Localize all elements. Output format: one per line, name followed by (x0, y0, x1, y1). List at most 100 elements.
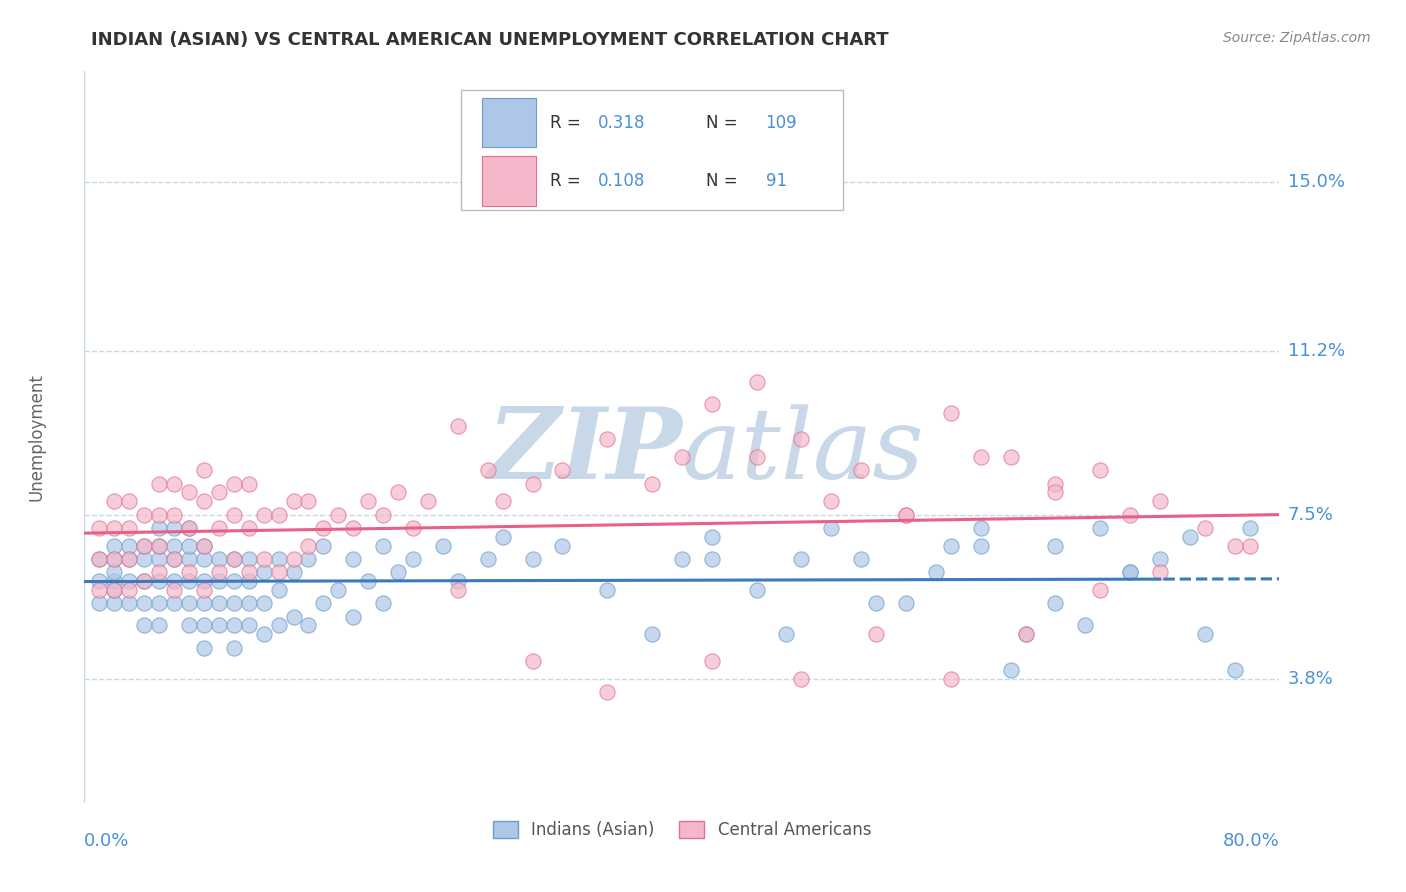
Point (103, 582, 125, 597)
Text: 0.0%: 0.0% (84, 832, 129, 850)
Point (1119, 508, 1142, 522)
Point (522, 654, 544, 668)
Point (222, 640, 245, 655)
Point (193, 494, 215, 508)
Point (148, 574, 170, 589)
Point (132, 539, 156, 553)
Point (163, 582, 186, 597)
Text: Unemployment: Unemployment (28, 373, 45, 501)
Point (1090, 463, 1112, 477)
Point (103, 574, 125, 589)
Text: 7.5%: 7.5% (1288, 506, 1334, 524)
Point (267, 618, 290, 632)
Point (103, 566, 125, 580)
Point (193, 596, 215, 610)
Point (148, 552, 170, 566)
Point (89, 521, 111, 535)
Point (357, 574, 380, 589)
Text: 0.108: 0.108 (599, 172, 645, 190)
Point (193, 640, 215, 655)
Point (208, 566, 231, 580)
Point (283, 566, 305, 580)
Point (193, 618, 215, 632)
Text: N =: N = (706, 172, 742, 190)
Point (1014, 627, 1036, 641)
Point (103, 582, 125, 597)
Point (790, 672, 813, 686)
Point (103, 539, 125, 553)
Point (1045, 539, 1067, 553)
Point (970, 521, 993, 535)
Point (297, 552, 319, 566)
Point (177, 566, 200, 580)
Point (1074, 618, 1097, 632)
Point (89, 596, 111, 610)
Point (103, 521, 125, 535)
Point (177, 552, 200, 566)
Point (238, 521, 260, 535)
Point (790, 432, 813, 446)
Point (132, 574, 156, 589)
Point (596, 432, 619, 446)
Point (118, 539, 141, 553)
Point (745, 582, 768, 597)
Point (865, 596, 887, 610)
Text: atlas: atlas (682, 404, 925, 500)
Point (1178, 530, 1201, 544)
Point (267, 582, 290, 597)
Point (118, 521, 141, 535)
Point (700, 397, 723, 411)
Text: 11.2%: 11.2% (1288, 342, 1346, 359)
Point (222, 476, 245, 491)
Point (1194, 627, 1216, 641)
Point (238, 618, 260, 632)
Point (193, 574, 215, 589)
Legend: Indians (Asian), Central Americans: Indians (Asian), Central Americans (486, 814, 877, 846)
Point (177, 521, 200, 535)
Point (118, 582, 141, 597)
Point (148, 618, 170, 632)
Point (312, 596, 335, 610)
Point (238, 476, 260, 491)
Point (238, 596, 260, 610)
Point (89, 552, 111, 566)
Point (1014, 627, 1036, 641)
Point (267, 508, 290, 522)
Point (970, 450, 993, 464)
Point (238, 566, 260, 580)
Point (148, 476, 170, 491)
Point (132, 552, 156, 566)
Point (222, 552, 245, 566)
Point (551, 463, 574, 477)
Point (432, 539, 454, 553)
Point (447, 419, 470, 434)
Point (477, 463, 499, 477)
Point (193, 539, 215, 553)
Point (297, 494, 319, 508)
Point (148, 539, 170, 553)
Point (312, 521, 335, 535)
Point (357, 494, 380, 508)
Text: ZIP: ZIP (486, 403, 682, 500)
Point (745, 450, 768, 464)
Point (163, 521, 186, 535)
Point (851, 552, 873, 566)
Point (373, 539, 395, 553)
Point (132, 539, 156, 553)
Text: 3.8%: 3.8% (1288, 670, 1333, 688)
Point (1000, 663, 1022, 677)
Point (132, 618, 156, 632)
Point (163, 574, 186, 589)
Point (132, 574, 156, 589)
Point (253, 566, 276, 580)
Point (1149, 552, 1171, 566)
Point (1194, 521, 1216, 535)
Point (103, 552, 125, 566)
Point (1119, 566, 1142, 580)
Point (700, 552, 723, 566)
Point (1090, 582, 1112, 597)
Point (775, 627, 797, 641)
Point (328, 582, 350, 597)
Point (297, 539, 319, 553)
Text: 80.0%: 80.0% (1223, 832, 1279, 850)
